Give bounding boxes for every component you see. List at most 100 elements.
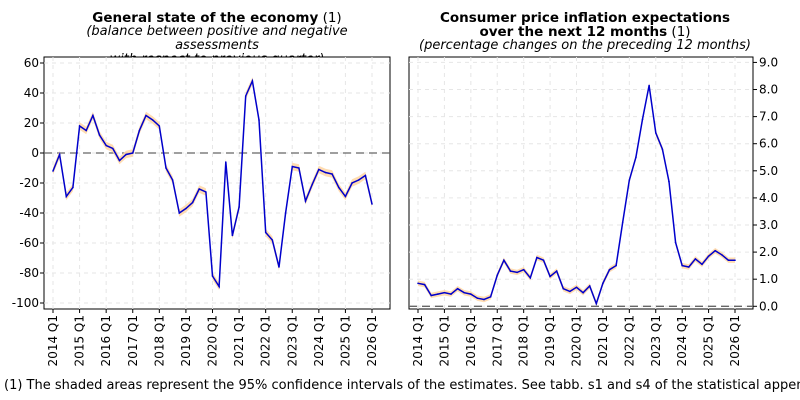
right-data-point xyxy=(509,270,512,272)
left-data-point xyxy=(264,231,267,234)
right-data-point xyxy=(549,275,551,278)
left-ytick-label: 60 xyxy=(24,56,39,70)
left-xtick-label: 2019 Q1 xyxy=(179,315,193,366)
right-data-point xyxy=(694,258,697,260)
left-data-point xyxy=(165,167,167,169)
right-data-point xyxy=(641,118,644,121)
right-data-point xyxy=(417,282,419,285)
left-data-point xyxy=(185,207,187,210)
left-data-point xyxy=(85,129,88,132)
right-data-point xyxy=(701,263,703,266)
right-ytick-label: 1.0 xyxy=(759,272,778,286)
right-data-point xyxy=(608,268,611,271)
left-data-point xyxy=(344,195,347,198)
left-data-point xyxy=(278,266,280,268)
left-xtick-label: 2020 Q1 xyxy=(206,315,220,366)
right-data-point xyxy=(582,291,584,294)
left-ytick-label: -80 xyxy=(19,266,39,280)
right-data-point xyxy=(470,293,472,295)
left-data-point xyxy=(311,183,313,186)
right-xtick-label: 2017 Q1 xyxy=(490,315,504,366)
left-data-point xyxy=(158,125,161,127)
right-data-point xyxy=(668,180,670,183)
left-data-point xyxy=(112,147,114,150)
right-data-point xyxy=(621,221,624,224)
right-data-point xyxy=(615,264,617,267)
left-data-point xyxy=(131,152,134,154)
right-data-point xyxy=(430,294,433,297)
right-xtick-label: 2023 Q1 xyxy=(649,315,663,366)
right-xtick-label: 2022 Q1 xyxy=(622,315,636,366)
right-data-point xyxy=(727,259,730,262)
left-chart-title-block: General state of the economy (1) (balanc… xyxy=(44,11,390,67)
left-xtick-label: 2026 Q1 xyxy=(365,315,379,366)
left-data-point xyxy=(191,201,194,204)
right-data-point xyxy=(542,259,545,262)
left-data-point xyxy=(298,167,300,169)
left-data-point xyxy=(118,159,121,162)
left-ytick-label: -40 xyxy=(19,206,39,220)
left-data-point xyxy=(58,153,61,156)
right-data-point xyxy=(569,290,571,293)
left-data-point xyxy=(151,119,154,121)
right-data-point xyxy=(628,179,631,182)
right-chart-title-block: Consumer price inflation expectations ov… xyxy=(410,11,760,53)
right-data-point xyxy=(437,293,439,295)
right-data-point xyxy=(707,255,710,257)
left-data-point xyxy=(357,179,360,181)
left-ytick-label: 20 xyxy=(24,116,39,130)
left-data-point xyxy=(72,186,74,189)
left-data-point xyxy=(178,212,181,214)
left-data-point xyxy=(251,80,254,82)
left-data-point xyxy=(337,186,340,189)
right-data-point xyxy=(661,148,664,150)
right-data-point xyxy=(687,266,690,268)
left-data-point xyxy=(238,206,240,208)
right-data-point xyxy=(674,241,677,244)
left-xtick-label: 2014 Q1 xyxy=(46,315,60,366)
left-data-point xyxy=(331,173,333,175)
right-data-point xyxy=(516,271,518,274)
left-ytick-label: 0 xyxy=(31,146,39,160)
right-data-point xyxy=(489,296,492,298)
left-data-point xyxy=(105,144,107,147)
left-data-point xyxy=(138,129,141,132)
right-data-point xyxy=(496,274,499,276)
right-data-point xyxy=(654,132,657,134)
left-xtick-label: 2025 Q1 xyxy=(338,315,352,366)
right-data-point xyxy=(443,291,446,294)
left-data-point xyxy=(52,170,54,172)
left-data-point xyxy=(371,203,373,205)
left-data-point xyxy=(324,171,327,174)
right-data-point xyxy=(588,285,591,287)
left-data-point xyxy=(211,275,214,277)
left-xtick-label: 2017 Q1 xyxy=(126,315,140,366)
right-data-point xyxy=(734,259,736,262)
right-xtick-label: 2026 Q1 xyxy=(728,315,742,366)
left-data-point xyxy=(318,168,320,171)
left-data-point xyxy=(304,200,307,202)
right-ytick-label: 2.0 xyxy=(759,245,778,259)
right-xtick-label: 2016 Q1 xyxy=(464,315,478,366)
right-data-point xyxy=(503,259,505,262)
right-data-point xyxy=(575,286,578,289)
right-xtick-label: 2015 Q1 xyxy=(437,315,451,366)
left-data-point xyxy=(218,285,220,288)
left-data-point xyxy=(205,191,207,193)
left-data-point xyxy=(65,195,68,198)
right-ytick-label: 7.0 xyxy=(759,110,778,124)
right-data-point xyxy=(476,297,479,299)
right-ytick-label: 4.0 xyxy=(759,191,778,205)
right-data-point xyxy=(602,282,604,285)
left-xtick-label: 2018 Q1 xyxy=(152,315,166,366)
right-ytick-label: 8.0 xyxy=(759,83,778,97)
footnote: (1) The shaded areas represent the 95% c… xyxy=(4,378,800,393)
right-data-point xyxy=(450,293,452,295)
left-ytick-label: -20 xyxy=(19,176,39,190)
right-ytick-label: 3.0 xyxy=(759,218,778,232)
right-data-point xyxy=(536,256,538,259)
left-data-point xyxy=(291,165,294,168)
left-ytick-label: -100 xyxy=(12,296,39,310)
right-ytick-label: 5.0 xyxy=(759,164,778,178)
